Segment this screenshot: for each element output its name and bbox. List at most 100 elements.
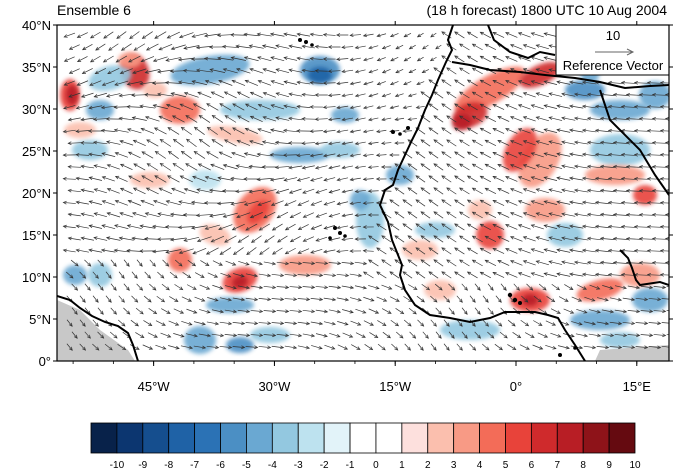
- wind-vector-head: [309, 80, 314, 85]
- wind-vector-head: [581, 272, 587, 277]
- wind-vector: [510, 236, 523, 242]
- wind-vector-head: [275, 190, 280, 194]
- wind-vector-head: [165, 286, 170, 291]
- wind-vector-head: [258, 227, 263, 231]
- wind-vector-head: [322, 105, 327, 110]
- wind-vector: [382, 331, 391, 339]
- lat-label: 35°N: [22, 60, 51, 75]
- wind-vector: [211, 309, 224, 313]
- wind-vector-head: [651, 164, 656, 169]
- islands: [298, 38, 577, 357]
- wind-vector-head: [363, 57, 368, 62]
- wind-vector: [303, 212, 314, 218]
- wind-vector-head: [193, 310, 198, 314]
- wind-vector-head: [228, 345, 233, 350]
- wind-vector: [198, 333, 211, 337]
- wind-vector: [245, 322, 258, 324]
- wind-vector-head: [73, 310, 78, 315]
- wind-vector-head: [599, 140, 605, 145]
- wind-vector: [66, 343, 73, 351]
- wind-vector: [595, 177, 610, 181]
- wind-vector: [136, 259, 143, 267]
- wind-vector-head: [548, 260, 553, 264]
- wind-vector: [467, 127, 478, 135]
- wind-vector: [244, 153, 259, 157]
- wind-vector-head: [517, 128, 523, 132]
- wind-vectors: [62, 31, 669, 351]
- wind-vector: [133, 139, 146, 147]
- wind-vector-head: [599, 188, 605, 193]
- wind-vector-head: [623, 333, 628, 338]
- wind-vector-head: [93, 94, 98, 98]
- wind-vector-head: [179, 310, 185, 314]
- wind-vector-head: [82, 274, 87, 279]
- wind-vector-head: [216, 201, 222, 206]
- wind-vector-head: [331, 297, 337, 302]
- wind-vector-head: [301, 141, 306, 146]
- wind-vector: [576, 284, 587, 290]
- wind-vector: [600, 238, 615, 240]
- wind-vector-head: [522, 92, 528, 96]
- wind-vector-head: [169, 69, 174, 74]
- colorbar-label: 2: [425, 460, 431, 471]
- wind-vector-head: [471, 211, 476, 216]
- colorbar-swatch: [116, 422, 144, 454]
- wind-vector: [350, 177, 361, 181]
- wind-vector: [283, 105, 298, 109]
- wind-vector-head: [349, 177, 354, 182]
- wind-vector: [608, 82, 623, 84]
- wind-vector-head: [581, 200, 587, 205]
- wind-vector: [169, 296, 179, 302]
- wind-vector: [143, 295, 152, 303]
- wind-vector: [107, 212, 121, 218]
- wind-vector-head: [106, 188, 111, 192]
- wind-vector: [505, 56, 518, 62]
- wind-vector: [270, 129, 285, 133]
- wind-vector: [395, 117, 405, 121]
- wind-vector-head: [561, 116, 566, 121]
- wind-vector: [271, 200, 284, 206]
- wind-vector: [129, 31, 140, 39]
- wind-vector: [302, 45, 315, 49]
- wind-vector: [218, 80, 233, 86]
- wind-vector-head: [535, 44, 540, 48]
- wind-vector-head: [328, 141, 333, 146]
- wind-vector: [505, 32, 518, 38]
- wind-vector-head: [292, 345, 298, 350]
- wind-vector-head: [218, 226, 223, 231]
- wind-vector: [485, 259, 497, 267]
- wind-vector-head: [497, 298, 502, 303]
- wind-vector: [212, 284, 223, 290]
- wind-vector-head: [306, 297, 311, 302]
- wind-vector-head: [204, 33, 209, 38]
- wind-vector-head: [574, 188, 579, 193]
- wind-vector-head: [206, 309, 211, 314]
- wind-vector-head: [659, 224, 664, 229]
- wind-vector-head: [309, 32, 314, 37]
- wind-vector: [660, 250, 669, 252]
- wind-vector-head: [75, 224, 80, 229]
- wind-vector-head: [644, 321, 649, 326]
- wind-vector-head: [466, 79, 472, 84]
- wind-vector-head: [216, 33, 222, 38]
- wind-vector-head: [349, 285, 355, 290]
- wind-vector-head: [594, 104, 600, 109]
- wind-vector: [660, 130, 669, 132]
- wind-vector-head: [651, 92, 656, 97]
- wind-vector-head: [407, 139, 412, 144]
- wind-vector-head: [67, 141, 72, 146]
- wind-vector-head: [67, 188, 72, 193]
- wind-vector: [510, 164, 523, 170]
- wind-vector-head: [224, 115, 229, 119]
- wind-vector: [613, 118, 628, 120]
- wind-vector-head: [557, 334, 562, 338]
- wind-vector: [531, 248, 544, 254]
- wind-vector: [513, 283, 520, 291]
- wind-vector-head: [459, 235, 464, 240]
- wind-vector-head: [105, 117, 110, 121]
- wind-vector-head: [101, 176, 106, 180]
- wind-vector-head: [235, 44, 240, 49]
- wind-vector: [328, 94, 341, 96]
- wind-vector-head: [548, 140, 553, 144]
- wind-vector: [270, 56, 285, 62]
